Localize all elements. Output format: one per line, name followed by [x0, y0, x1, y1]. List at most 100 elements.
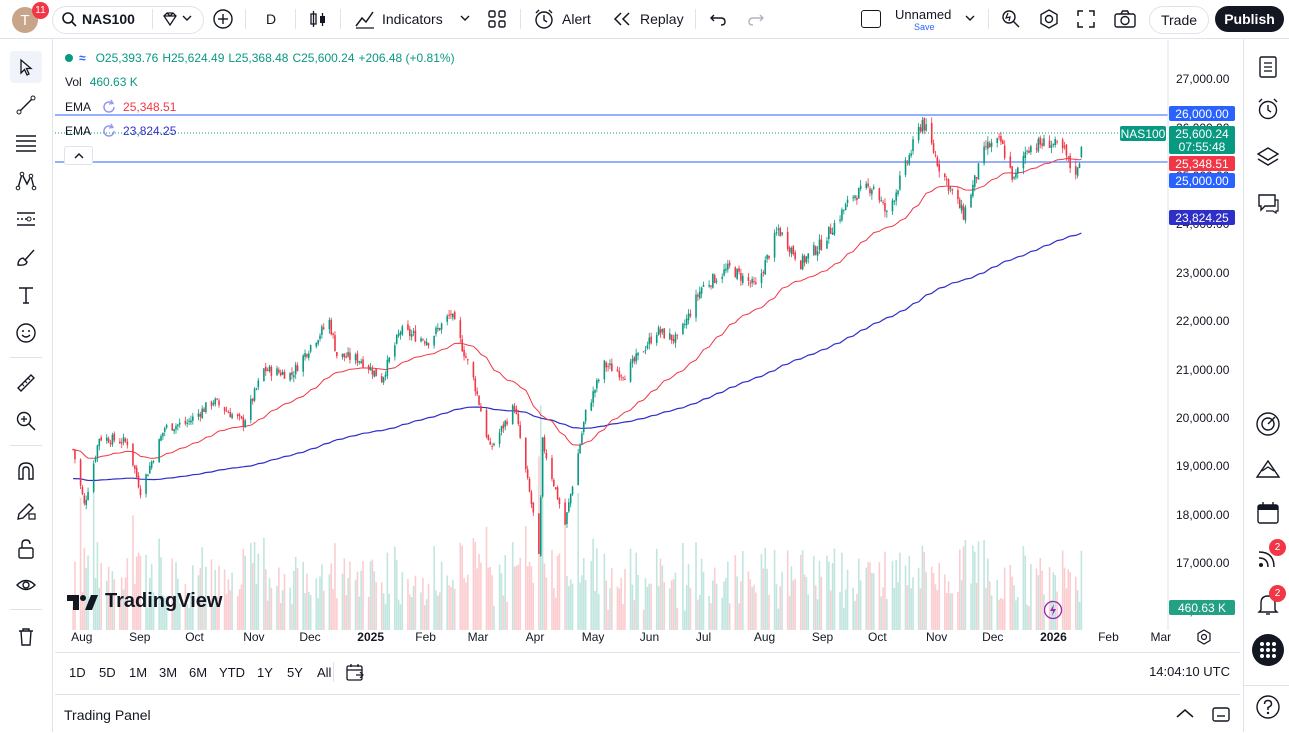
volume-bar: [184, 584, 187, 630]
magnet-tool[interactable]: [10, 455, 42, 487]
camera-icon[interactable]: [1113, 9, 1137, 29]
range-5y[interactable]: 5Y: [287, 665, 303, 680]
volume-bar: [917, 567, 920, 630]
range-all[interactable]: All: [317, 665, 332, 680]
candle-body: [203, 408, 205, 413]
calendar-button[interactable]: [1252, 497, 1284, 529]
range-1y[interactable]: 1Y: [257, 665, 273, 680]
range-1d[interactable]: 1D: [69, 665, 86, 680]
chats-button[interactable]: [1252, 187, 1284, 219]
zoom-tool[interactable]: [10, 405, 42, 437]
pattern-tool[interactable]: [10, 165, 42, 197]
volume-bar: [423, 605, 426, 630]
add-symbol-icon[interactable]: [212, 8, 234, 30]
volume-bar: [670, 580, 673, 630]
refresh-icon[interactable]: [101, 123, 117, 139]
forecast-tool[interactable]: [10, 203, 42, 235]
layout-icon[interactable]: [861, 10, 881, 28]
feed-button[interactable]: [1252, 542, 1284, 574]
candle-body: [558, 498, 561, 505]
volume-bar: [1000, 598, 1002, 630]
alarm-clock-icon[interactable]: [533, 8, 555, 30]
notifications-button[interactable]: [1252, 588, 1284, 620]
help-button[interactable]: [1252, 691, 1284, 723]
volume-bar: [524, 526, 527, 630]
axis-settings-icon[interactable]: [1196, 629, 1212, 645]
candle-body: [1054, 139, 1056, 146]
settings-icon[interactable]: [1038, 8, 1060, 30]
range-ytd[interactable]: YTD: [219, 665, 245, 680]
price-chart[interactable]: [55, 40, 1240, 652]
chevron-up-icon[interactable]: [1175, 707, 1195, 719]
maximize-panel-icon[interactable]: [1211, 704, 1231, 724]
range-5d[interactable]: 5D: [99, 665, 116, 680]
text-tool[interactable]: [10, 279, 42, 311]
clock[interactable]: 14:04:10 UTC: [1149, 664, 1230, 679]
refresh-icon[interactable]: [101, 99, 117, 115]
trading-panel-title[interactable]: Trading Panel: [64, 707, 151, 723]
publish-button[interactable]: Publish: [1215, 6, 1284, 32]
ema-legend-2[interactable]: EMA 23,824.25: [65, 123, 176, 139]
indicators-button[interactable]: Indicators: [382, 11, 443, 27]
lightning-icon[interactable]: [1043, 600, 1063, 620]
indicators-icon[interactable]: [354, 9, 376, 29]
volume-bar: [852, 587, 854, 630]
volume-bar: [212, 606, 215, 630]
collapse-legend-button[interactable]: [64, 146, 93, 165]
candle-body: [188, 420, 190, 422]
candle-body: [603, 360, 606, 380]
fib-tool[interactable]: [10, 127, 42, 159]
watchlist-button[interactable]: [1252, 51, 1284, 83]
interval-button[interactable]: D: [266, 11, 277, 27]
candle-body: [515, 408, 518, 414]
rewind-icon[interactable]: [612, 11, 632, 27]
diamond-icon[interactable]: [162, 12, 178, 26]
volume-bar: [1022, 546, 1025, 630]
chevron-down-icon[interactable]: [182, 15, 192, 23]
quick-search-icon[interactable]: [1000, 8, 1022, 30]
target-button[interactable]: [1252, 408, 1284, 440]
layouts-grid-icon[interactable]: [487, 9, 507, 29]
lock-drawing-tool[interactable]: [10, 495, 42, 527]
chevron-down-icon[interactable]: [965, 15, 975, 23]
candle-body: [646, 345, 649, 349]
candle-body: [289, 372, 291, 381]
layers-button[interactable]: [1252, 141, 1284, 173]
undo-icon[interactable]: [709, 11, 727, 27]
volume-bar: [844, 589, 847, 630]
fullscreen-icon[interactable]: [1076, 9, 1096, 29]
candle-body: [1035, 148, 1038, 150]
volume-bar: [1009, 564, 1012, 630]
candle-body: [349, 352, 351, 360]
cursor-tool[interactable]: [10, 51, 42, 83]
symbol-name[interactable]: NAS100: [82, 11, 135, 27]
emoji-tool[interactable]: [10, 317, 42, 349]
apps-button[interactable]: [1252, 634, 1284, 666]
candle-body: [362, 359, 364, 368]
candles-icon[interactable]: [308, 9, 328, 29]
alerts-button[interactable]: [1252, 93, 1284, 125]
trend-line-tool[interactable]: [10, 89, 42, 121]
remove-drawings-tool[interactable]: [10, 621, 42, 653]
candle-body: [884, 203, 886, 212]
layout-name[interactable]: Unnamed: [895, 7, 952, 22]
lock-all-tool[interactable]: [10, 533, 42, 565]
brush-tool[interactable]: [10, 241, 42, 273]
volume-bar: [740, 581, 742, 630]
range-6m[interactable]: 6M: [189, 665, 208, 680]
calendar-range-icon[interactable]: [345, 662, 365, 682]
measure-tool[interactable]: [10, 367, 42, 399]
alert-button[interactable]: Alert: [562, 11, 591, 27]
hotlist-button[interactable]: [1252, 453, 1284, 485]
range-1m[interactable]: 1M: [129, 665, 148, 680]
candle-body: [236, 414, 239, 417]
redo-icon[interactable]: [747, 11, 765, 27]
symbol-search[interactable]: [52, 6, 204, 34]
range-3m[interactable]: 3M: [159, 665, 178, 680]
replay-button[interactable]: Replay: [640, 11, 684, 27]
volume-bar: [713, 567, 716, 630]
chevron-down-icon[interactable]: [460, 15, 470, 23]
trade-button[interactable]: Trade: [1149, 6, 1209, 34]
hide-drawings-tool[interactable]: [10, 569, 42, 601]
ema-legend-1[interactable]: EMA 25,348.51: [65, 99, 176, 115]
